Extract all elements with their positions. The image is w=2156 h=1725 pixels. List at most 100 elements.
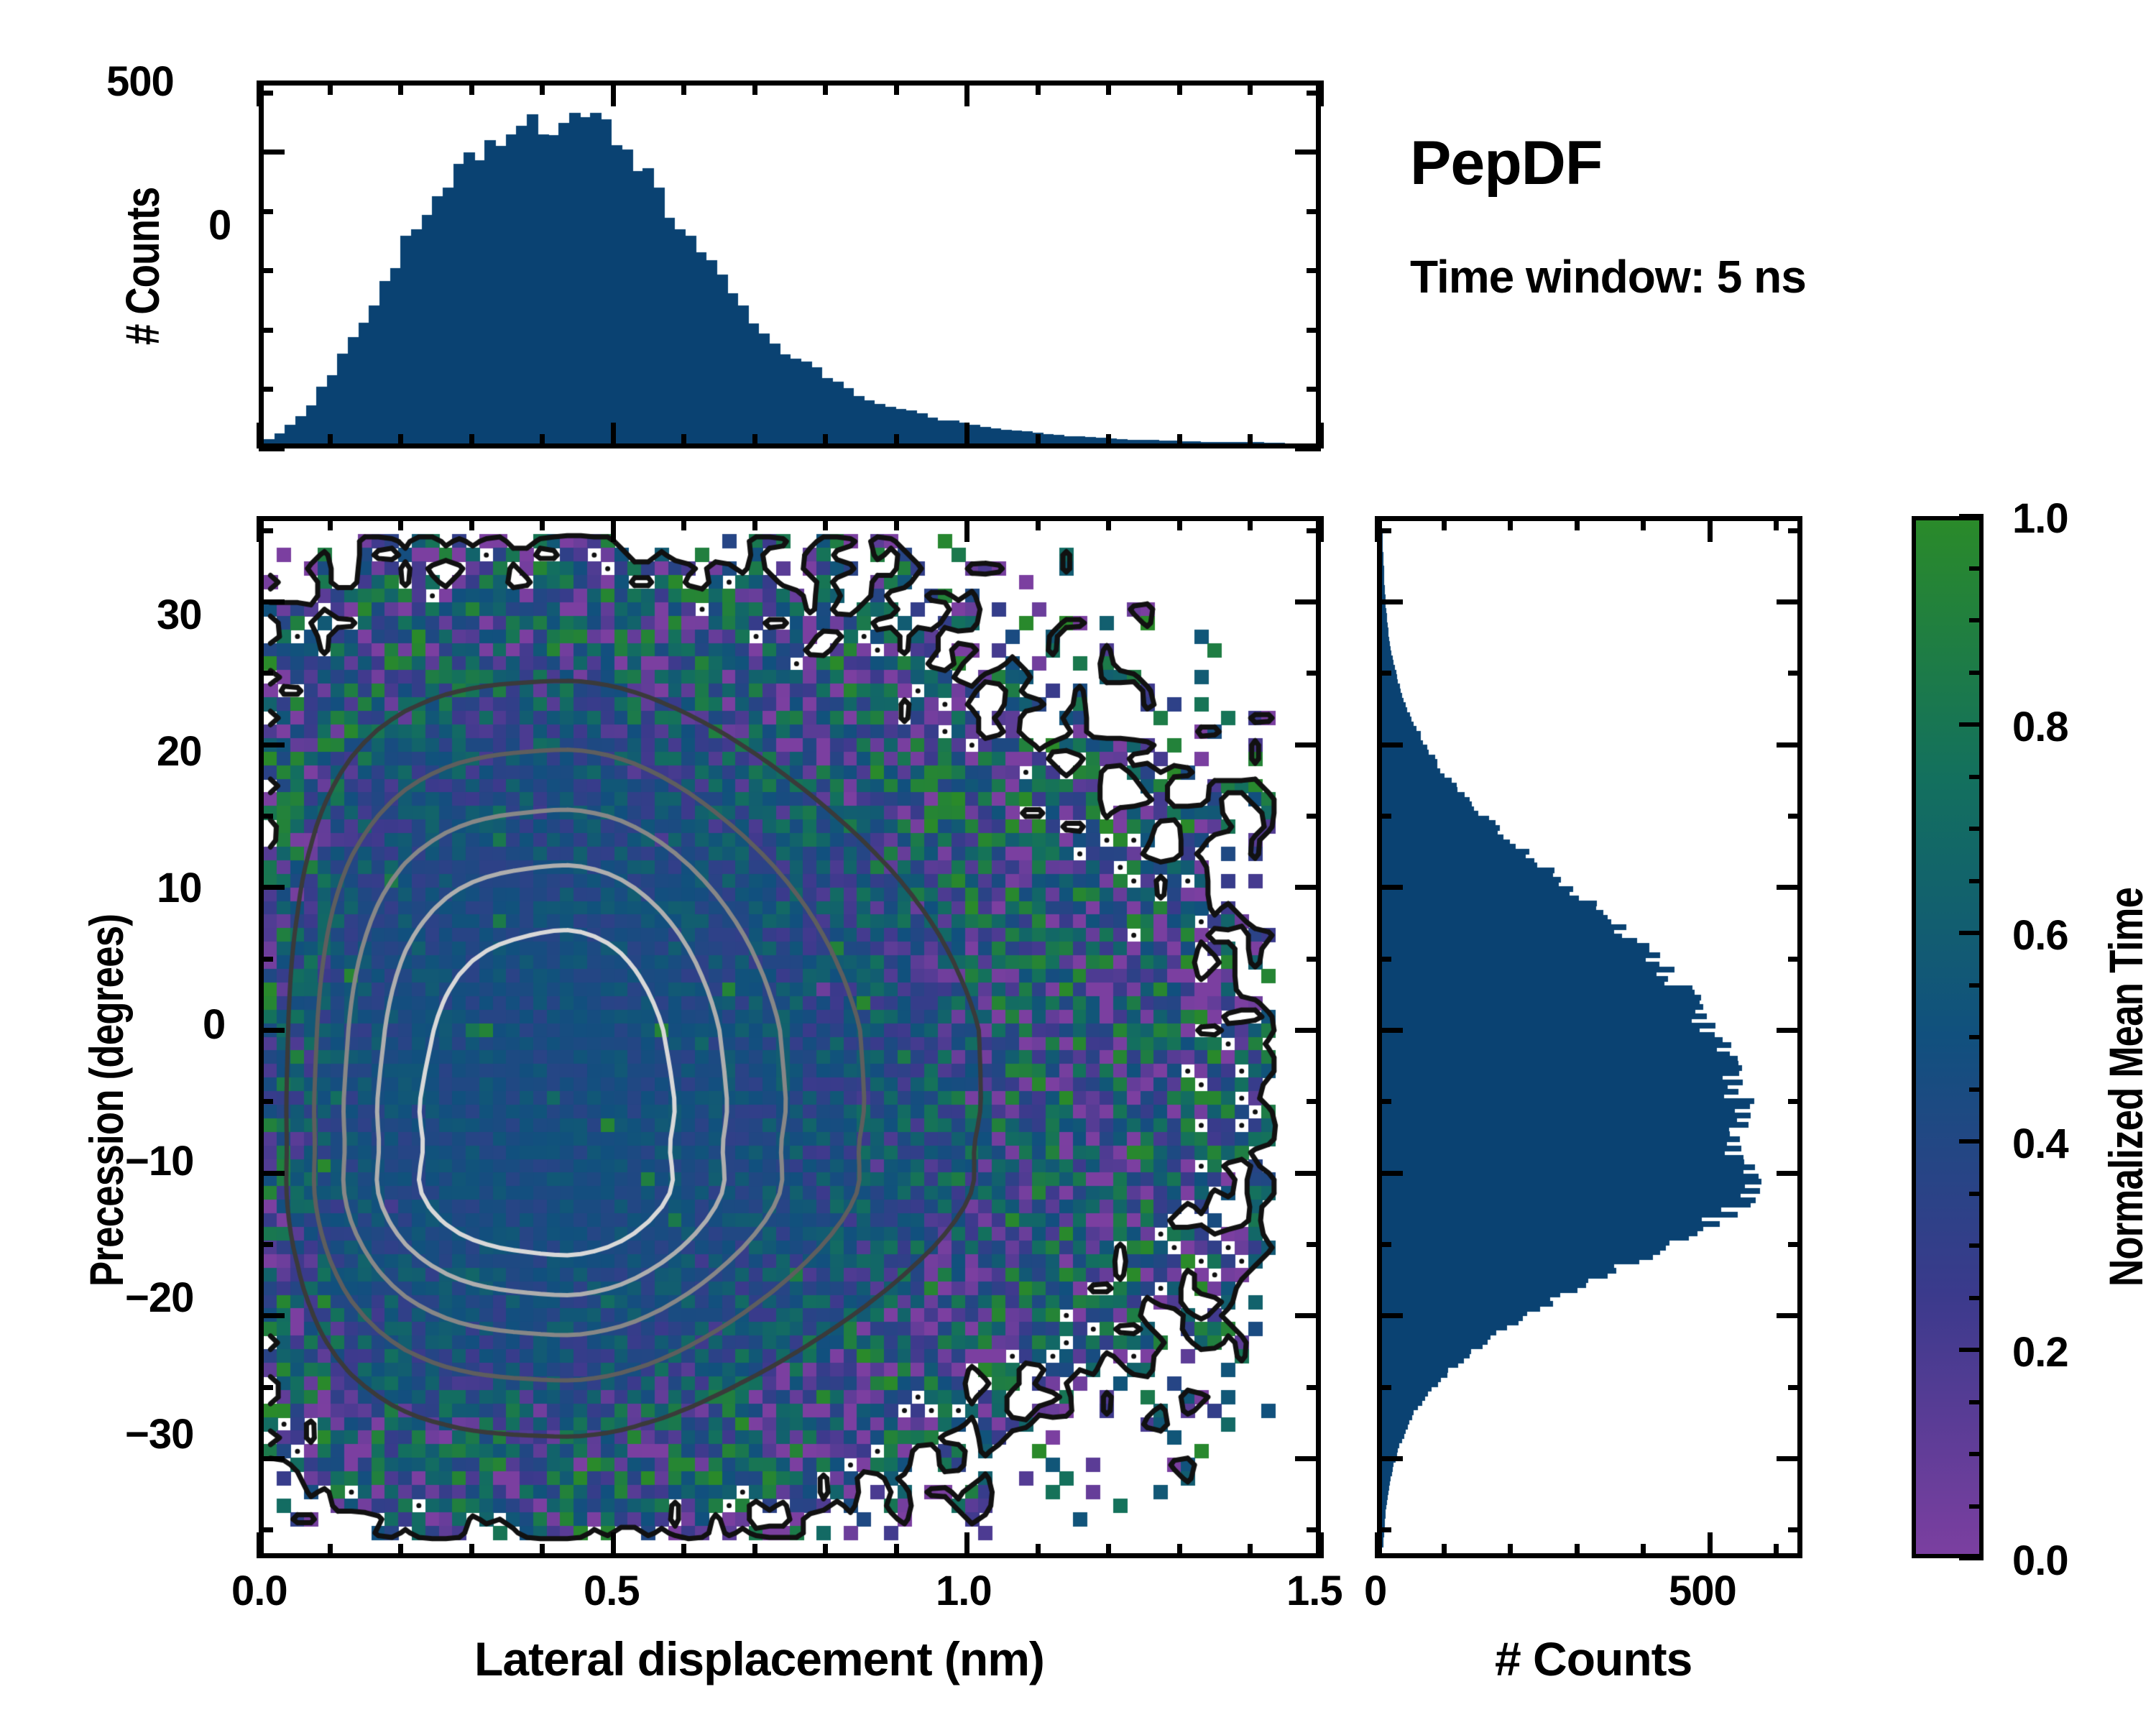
ytick-major-left (1377, 1170, 1403, 1176)
ytick-minor-right (1788, 1527, 1802, 1533)
ytick-major-right (1777, 599, 1802, 605)
ytick-major-right (1295, 446, 1321, 451)
xtick-minor-bottom (1248, 1544, 1253, 1558)
ytick-minor-right (1307, 1384, 1321, 1390)
ytick-minor-right (1788, 1384, 1802, 1390)
xtick-minor-bottom (752, 1544, 757, 1558)
ytick-major-right (1295, 1455, 1321, 1461)
xtick-major-top (610, 80, 616, 106)
colorbar-tick-minor (1969, 1399, 1984, 1404)
colorbar-tick-minor (1969, 878, 1984, 883)
xtick-major-bottom (610, 1532, 616, 1558)
xtick-major-top (257, 516, 262, 542)
xtick-minor-bottom (681, 1544, 687, 1558)
xtick-minor-top (1035, 516, 1041, 530)
ytick-minor-right (1307, 268, 1321, 274)
main-ytick-0: 0 (203, 1001, 226, 1048)
ytick-minor-right (1307, 90, 1321, 96)
colorbar-tick-minor (1969, 1452, 1984, 1456)
colorbar-tick-major (1959, 931, 1984, 935)
xtick-minor-bottom (1176, 1544, 1182, 1558)
top-hist-ytick-0: 0 (208, 202, 231, 249)
colorbar-tick-major (1959, 1139, 1984, 1144)
colorbar-tick-minor (1969, 566, 1984, 571)
xtick-minor-bottom (893, 434, 899, 448)
ytick-minor-left (259, 387, 273, 392)
colorbar-tick-minor (1969, 1243, 1984, 1248)
ytick-minor-right (1307, 1242, 1321, 1247)
xtick-minor-bottom (327, 434, 333, 448)
ytick-minor-left (1377, 671, 1391, 676)
xtick-minor-bottom (1508, 1544, 1513, 1558)
xtick-minor-top (681, 80, 687, 95)
xtick-minor-bottom (823, 434, 829, 448)
colorbar-tick-major (1959, 514, 1984, 518)
xtick-minor-top (398, 516, 404, 530)
ytick-major-right (1777, 885, 1802, 891)
colorbar-tick-minor (1969, 774, 1984, 779)
xtick-major-top (610, 516, 616, 542)
colorbar-tick-0-0: 0.0 (2012, 1537, 2069, 1584)
ytick-minor-right (1307, 671, 1321, 676)
ytick-minor-right (1788, 814, 1802, 819)
ytick-major-right (1295, 1170, 1321, 1176)
xtick-minor-top (1248, 80, 1253, 95)
ytick-minor-left (259, 671, 273, 676)
xtick-minor-top (327, 80, 333, 95)
colorbar-tick-0-2: 0.2 (2012, 1329, 2069, 1376)
main-xtick-05: 0.5 (584, 1568, 640, 1614)
xtick-major-top (964, 516, 970, 542)
xtick-minor-top (893, 80, 899, 95)
xtick-minor-bottom (327, 1544, 333, 1558)
xtick-major-top (1319, 516, 1324, 542)
ytick-major-left (1377, 1313, 1403, 1319)
ytick-minor-right (1307, 327, 1321, 333)
ytick-minor-right (1307, 814, 1321, 819)
ytick-major-left (259, 1455, 285, 1461)
ytick-major-right (1295, 1313, 1321, 1319)
xtick-minor-bottom (540, 1544, 545, 1558)
ytick-major-right (1295, 599, 1321, 605)
ytick-major-left (259, 1313, 285, 1319)
ytick-minor-right (1307, 528, 1321, 533)
ytick-minor-left (1377, 1384, 1391, 1390)
xtick-minor-bottom (1106, 1544, 1112, 1558)
ytick-major-left (1377, 1028, 1403, 1034)
colorbar-tick-minor (1969, 827, 1984, 831)
xtick-minor-top (823, 80, 829, 95)
xtick-minor-bottom (823, 1544, 829, 1558)
xtick-minor-top (1641, 516, 1646, 530)
xtick-minor-bottom (540, 434, 545, 448)
main-ylabel: Precession (degrees) (80, 914, 133, 1287)
ytick-minor-left (1377, 956, 1391, 962)
xtick-minor-bottom (398, 1544, 404, 1558)
xtick-minor-bottom (469, 434, 474, 448)
xtick-minor-bottom (1574, 1544, 1580, 1558)
ytick-major-left (1377, 742, 1403, 748)
xtick-minor-bottom (1035, 1544, 1041, 1558)
xtick-minor-bottom (1176, 434, 1182, 448)
main-ytick-neg30: −30 (125, 1411, 194, 1458)
xtick-minor-top (1176, 516, 1182, 530)
colorbar-tick-minor (1969, 670, 1984, 675)
xtick-minor-top (1774, 516, 1779, 530)
colorbar-tick-minor (1969, 1087, 1984, 1092)
xtick-minor-bottom (893, 1544, 899, 1558)
xtick-minor-top (752, 80, 757, 95)
colorbar-tick-0-4: 0.4 (2012, 1121, 2069, 1167)
ytick-minor-right (1307, 1099, 1321, 1105)
ytick-major-right (1777, 742, 1802, 748)
ytick-major-right (1777, 1028, 1802, 1034)
xtick-minor-bottom (1641, 1544, 1646, 1558)
ytick-minor-left (1377, 1242, 1391, 1247)
colorbar-tick-minor (1969, 618, 1984, 622)
xtick-major-bottom (964, 423, 970, 448)
xtick-minor-top (1508, 516, 1513, 530)
xtick-minor-top (1106, 80, 1112, 95)
xtick-minor-top (540, 80, 545, 95)
ytick-major-right (1295, 742, 1321, 748)
ytick-minor-left (1377, 1099, 1391, 1105)
ytick-minor-right (1307, 956, 1321, 962)
ytick-minor-right (1788, 1099, 1802, 1105)
